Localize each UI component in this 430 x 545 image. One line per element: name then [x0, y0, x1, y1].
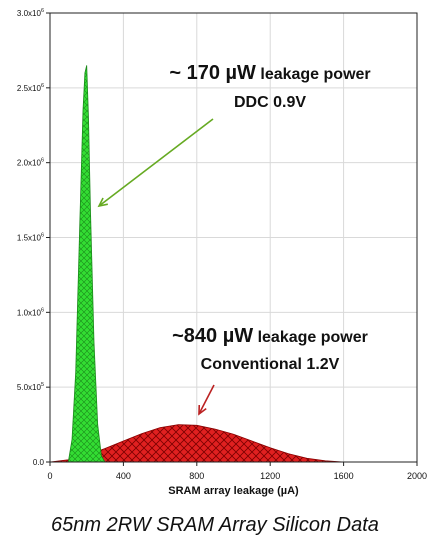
x-tick-label: 1600 — [334, 471, 354, 481]
x-axis-label: SRAM array leakage (µA) — [168, 485, 299, 497]
x-tick-label: 400 — [116, 471, 131, 481]
x-tick-label: 800 — [189, 471, 204, 481]
y-tick-label: 2.0x106 — [17, 158, 44, 168]
annotation-ddc: ~ 170 µW leakage power DDC 0.9V — [97, 62, 371, 208]
x-tick-label: 1200 — [260, 471, 280, 481]
leakage-distribution-chart: 0 400 800 1200 1600 2000 0.0 5.0x105 1.0x106 1.5x… — [17, 8, 427, 497]
annotation-conv-line2: Conventional 1.2V — [201, 356, 340, 373]
annotation-conv-arrowhead — [198, 404, 207, 416]
annotation-ddc-arrow — [98, 118, 214, 207]
x-tick-label: 0 — [47, 471, 52, 481]
annotation-ddc-arrowhead — [97, 197, 108, 208]
x-tick-label: 2000 — [407, 471, 427, 481]
figure-caption: 65nm 2RW SRAM Array Silicon Data — [51, 514, 379, 536]
axis-ticks: 0 400 800 1200 1600 2000 0.0 5.0x105 1.0x106 1.5x… — [17, 8, 427, 481]
series-conventional-area — [49, 424, 344, 463]
grid-lines — [50, 13, 417, 462]
y-tick-label: 0.0 — [33, 458, 45, 467]
annotation-ddc-line2: DDC 0.9V — [234, 94, 306, 111]
annotation-conv: ~840 µW leakage power Conventional 1.2V — [172, 325, 368, 416]
y-tick-label: 1.0x106 — [17, 307, 44, 317]
y-tick-label: 5.0x105 — [17, 382, 44, 392]
y-tick-label: 1.5x106 — [17, 233, 44, 243]
annotation-conv-arrow — [198, 384, 215, 415]
annotation-ddc-line1: ~ 170 µW leakage power — [169, 62, 370, 84]
annotations: ~ 170 µW leakage power DDC 0.9V ~840 µW le… — [97, 62, 371, 416]
y-tick-label: 3.0x106 — [17, 8, 44, 18]
y-tick-label: 2.5x106 — [17, 83, 44, 93]
annotation-conv-line1: ~840 µW leakage power — [172, 325, 368, 347]
series-ddc-area — [67, 65, 106, 463]
series-layer — [49, 65, 344, 463]
